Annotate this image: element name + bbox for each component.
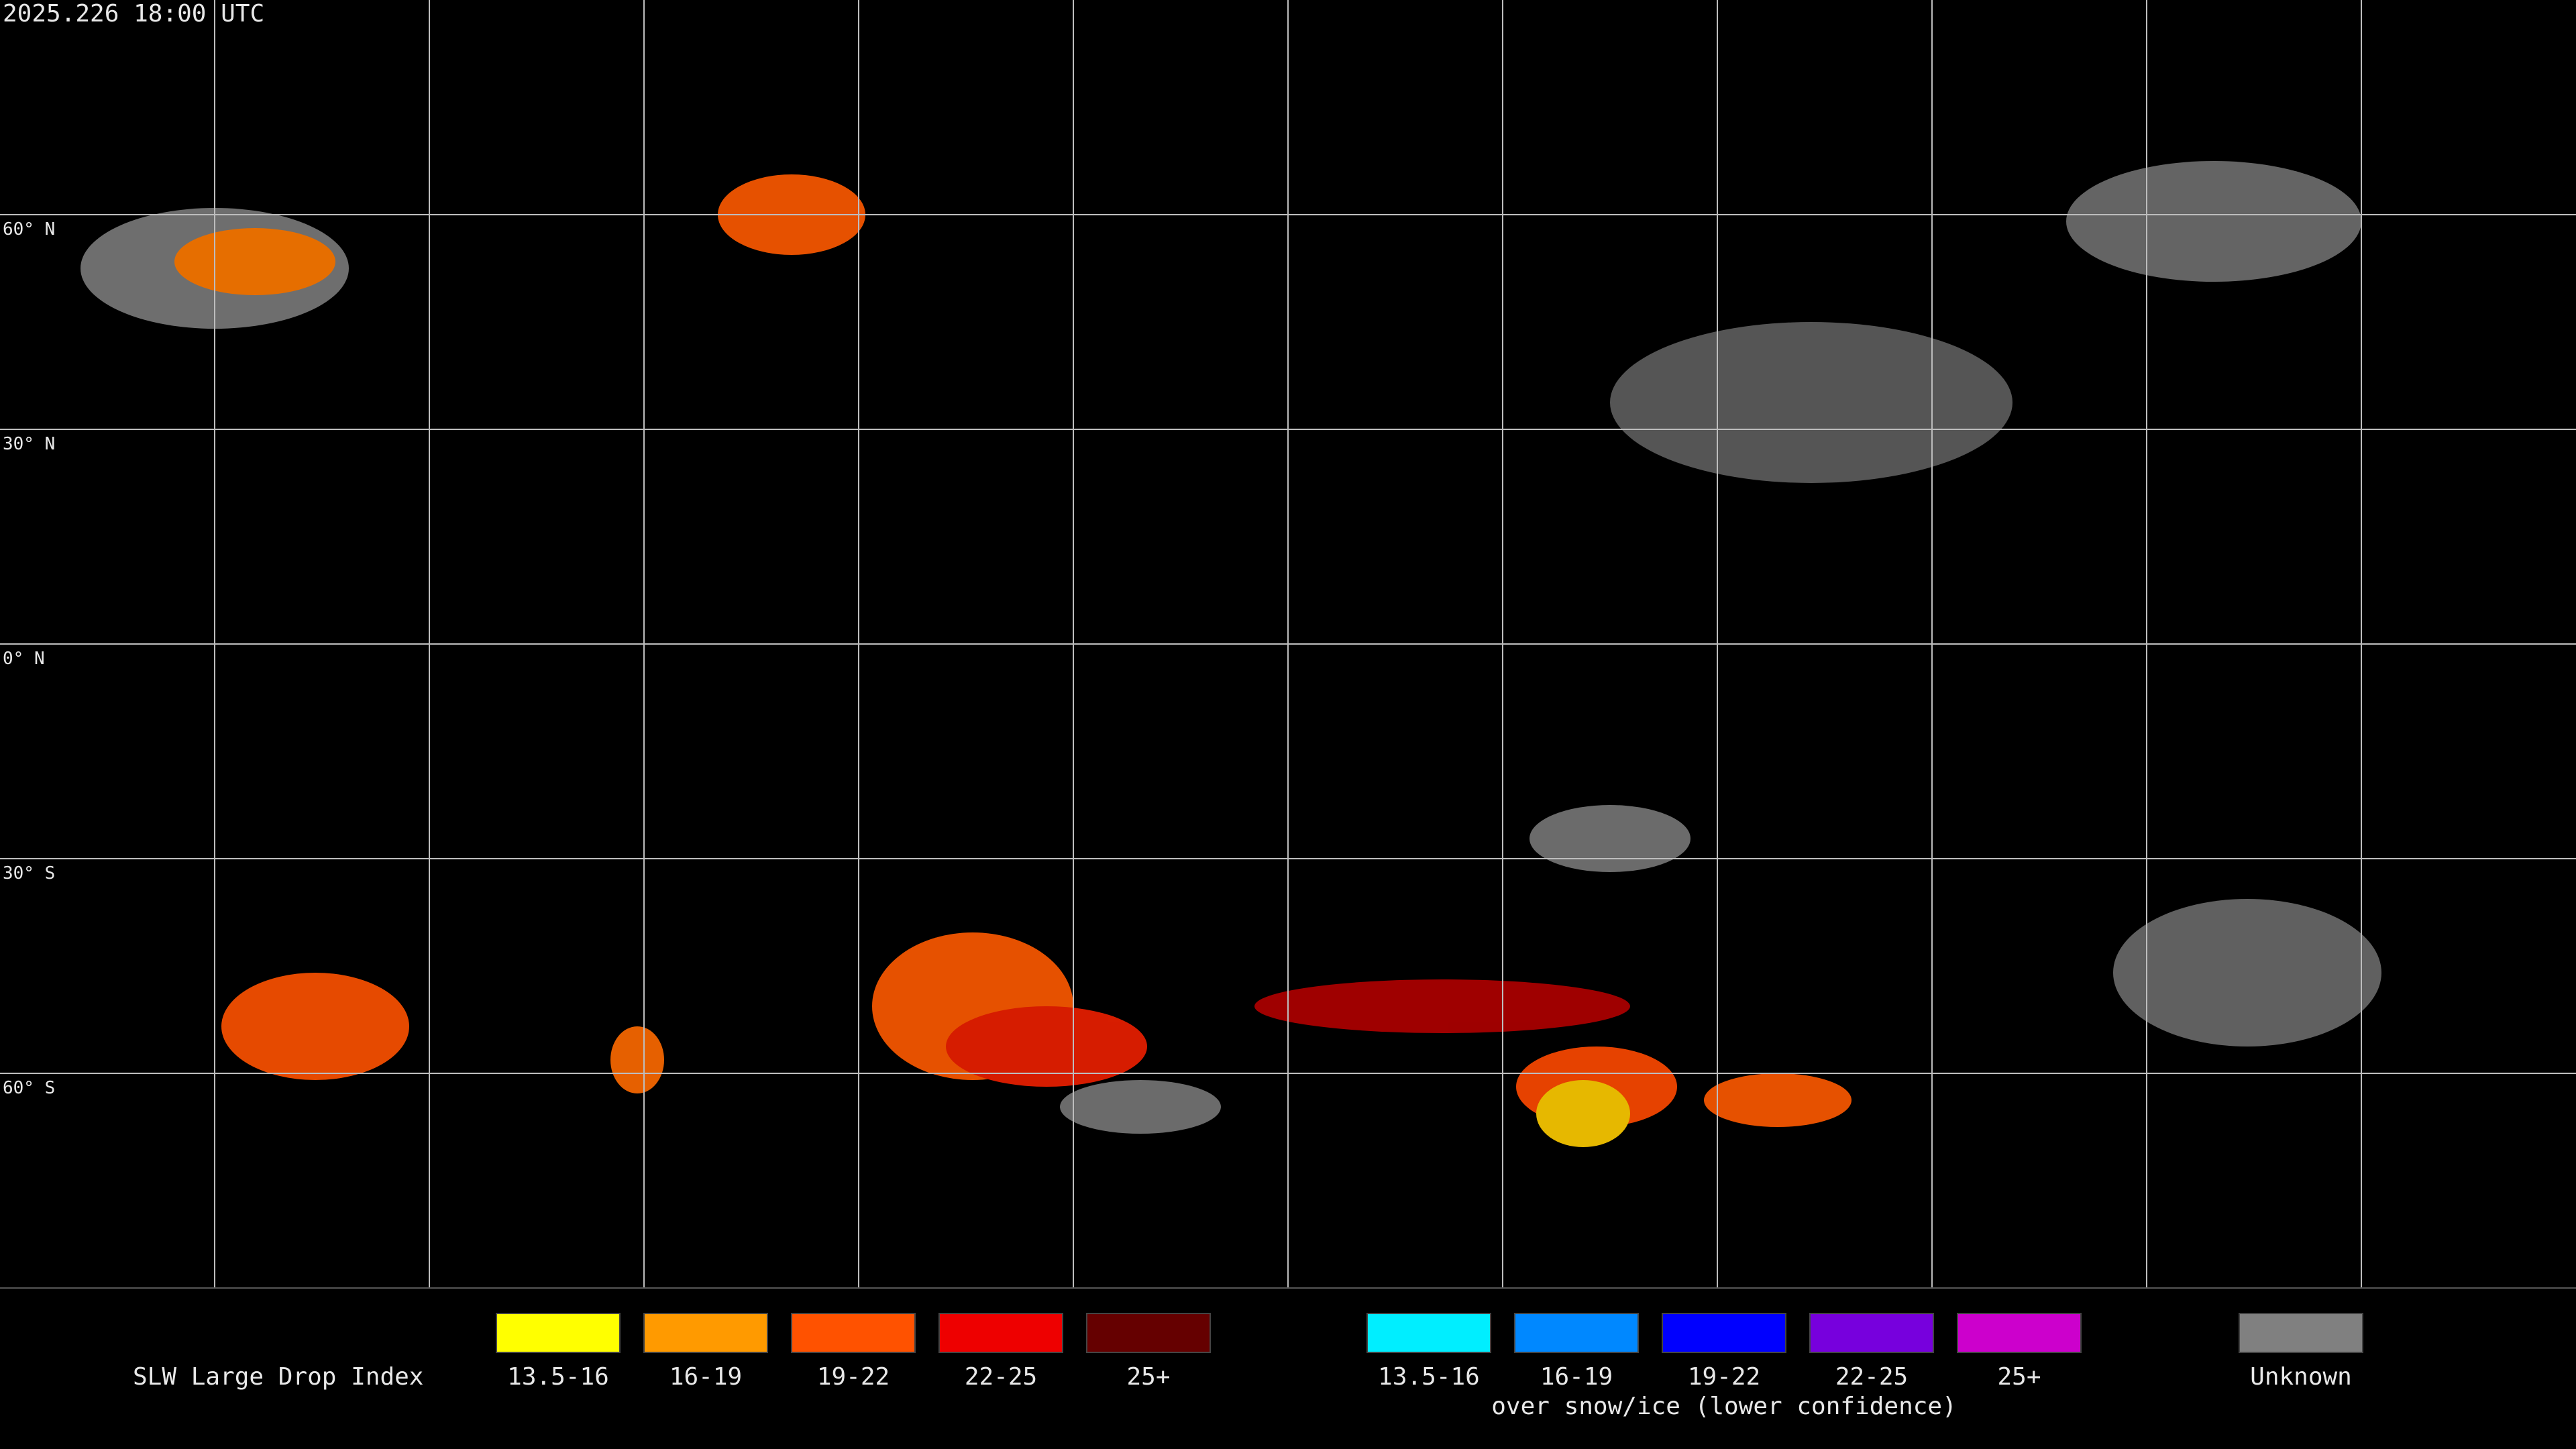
legend-swatch xyxy=(1662,1313,1786,1353)
legend-swatch xyxy=(1514,1313,1639,1353)
latitude-label: 60° S xyxy=(3,1078,55,1098)
legend-swatch xyxy=(1957,1313,2082,1353)
legend-label: 16-19 xyxy=(669,1363,742,1391)
legend-label: 22-25 xyxy=(1835,1363,1908,1391)
legend-label: Unknown xyxy=(2250,1363,2352,1391)
latitude-label: 0° N xyxy=(3,649,45,669)
patch xyxy=(1610,322,2012,483)
legend-label: 19-22 xyxy=(1688,1363,1760,1391)
patch xyxy=(1704,1073,1851,1127)
patch xyxy=(1529,805,1690,872)
legend-swatch xyxy=(938,1313,1063,1353)
patch xyxy=(2113,899,2381,1046)
legend-label: 13.5-16 xyxy=(507,1363,609,1391)
legend-swatch xyxy=(1366,1313,1491,1353)
patch xyxy=(2066,161,2361,282)
patch xyxy=(221,973,409,1080)
legend-swatch xyxy=(1809,1313,1934,1353)
legend-title: SLW Large Drop Index xyxy=(133,1363,423,1391)
legend-label: 25+ xyxy=(1997,1363,2041,1391)
legend-swatch xyxy=(1086,1313,1211,1353)
legend-label: 16-19 xyxy=(1540,1363,1613,1391)
legend-swatch xyxy=(496,1313,621,1353)
patch xyxy=(610,1026,664,1093)
legend-label: 22-25 xyxy=(965,1363,1037,1391)
legend-caption: over snow/ice (lower confidence) xyxy=(1491,1393,1957,1420)
latitude-label: 30° N xyxy=(3,434,55,454)
patch xyxy=(1254,979,1630,1033)
timestamp: 2025.226 18:00 UTC xyxy=(3,0,264,28)
latitude-label: 30° S xyxy=(3,863,55,883)
patch xyxy=(1536,1080,1630,1147)
legend-swatch xyxy=(643,1313,768,1353)
legend-swatch xyxy=(2239,1313,2363,1353)
patch xyxy=(946,1006,1147,1087)
legend-label: 13.5-16 xyxy=(1378,1363,1480,1391)
graticule: 60° N 30° N 0° N 30° S 60° S xyxy=(0,0,2576,1288)
map: 60° N 30° N 0° N 30° S 60° S xyxy=(0,0,2576,1289)
legend-label: 25+ xyxy=(1126,1363,1170,1391)
patch xyxy=(174,228,335,295)
legend: SLW Large Drop Index 13.5-16 16-19 19-22 22… xyxy=(133,1313,2363,1420)
latitude-label: 60° N xyxy=(3,219,55,239)
legend-label: 19-22 xyxy=(817,1363,890,1391)
legend-swatch xyxy=(791,1313,916,1353)
patch xyxy=(1060,1080,1221,1134)
